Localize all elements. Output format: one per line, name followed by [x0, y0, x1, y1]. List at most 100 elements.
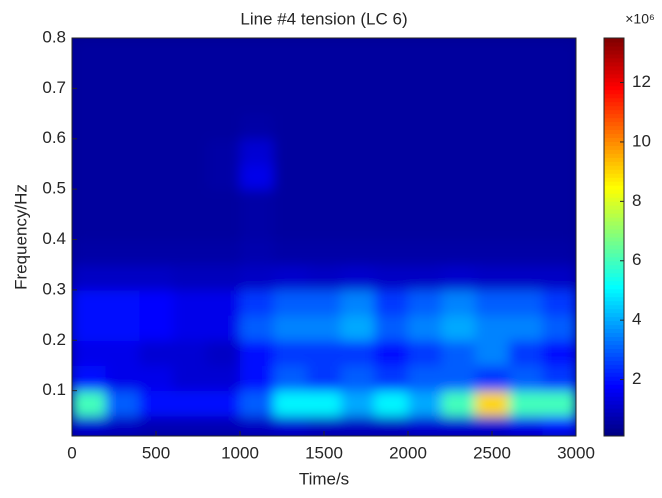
colorbar-step — [604, 41, 624, 47]
heatmap-cell — [508, 390, 543, 417]
heatmap-cell — [206, 365, 241, 392]
heatmap-cell — [307, 189, 342, 215]
heatmap-cell — [273, 138, 308, 165]
colorbar-step — [604, 328, 624, 334]
heatmap-cell — [139, 189, 174, 215]
heatmap-cell — [139, 63, 174, 89]
heatmap-cell — [240, 214, 275, 241]
colorbar-step — [604, 276, 624, 282]
colorbar-step — [604, 38, 624, 43]
heatmap-cell — [307, 289, 342, 316]
heatmap-cell — [273, 63, 308, 89]
colorbar-step — [604, 89, 624, 95]
heatmap-cell — [172, 214, 207, 241]
heatmap-cell — [508, 214, 543, 241]
colorbar-step — [604, 93, 624, 99]
heatmap-cell — [206, 214, 241, 241]
y-tick-label: 0.5 — [42, 179, 66, 198]
heatmap-cell — [273, 415, 308, 436]
heatmap-cell — [441, 163, 476, 190]
heatmap-cell — [273, 390, 308, 417]
heatmap-cell — [542, 38, 576, 64]
colorbar-step — [604, 121, 624, 127]
y-axis-label: Frequency/Hz — [11, 184, 30, 290]
heatmap-cell — [172, 264, 207, 291]
heatmap-cell — [72, 365, 107, 392]
heatmap-cell — [105, 38, 140, 64]
colorbar-step — [604, 272, 624, 278]
heatmap-cell — [508, 138, 543, 165]
heatmap-cell — [206, 264, 241, 291]
colorbar-step — [604, 428, 624, 433]
heatmap-cell — [307, 38, 342, 64]
colorbar-step — [604, 97, 624, 103]
x-tick-label: 3000 — [557, 443, 595, 462]
colorbar-step — [604, 296, 624, 302]
heatmap-cell — [374, 415, 409, 436]
colorbar-step — [604, 57, 624, 63]
heatmap-cell — [408, 289, 443, 316]
heatmap-cell — [105, 340, 140, 366]
heatmap-cell — [441, 214, 476, 241]
colorbar-step — [604, 69, 624, 75]
heatmap-cell — [240, 163, 275, 190]
heatmap-cell — [475, 415, 510, 436]
colorbar-step — [604, 77, 624, 83]
heatmap-cell — [542, 340, 576, 366]
heatmap-cell — [340, 340, 375, 366]
heatmap-cell — [105, 264, 140, 291]
heatmap-cell — [172, 239, 207, 266]
heatmap-cell — [240, 113, 275, 140]
heatmap-cell — [408, 113, 443, 140]
heatmap-cell — [72, 239, 107, 266]
colorbar-step — [604, 229, 624, 234]
colorbar-step — [604, 268, 624, 274]
heatmap-cell — [172, 38, 207, 64]
heatmap-cell — [240, 264, 275, 291]
heatmap-cell — [340, 415, 375, 436]
colorbar-step — [604, 304, 624, 310]
x-tick-label: 1500 — [305, 443, 343, 462]
x-tick-label: 1000 — [221, 443, 259, 462]
heatmap-cell — [105, 113, 140, 140]
heatmap-cell — [374, 113, 409, 140]
colorbar-step — [604, 217, 624, 222]
colorbar-step — [604, 396, 624, 401]
colorbar-frame — [603, 37, 625, 437]
heatmap-cell — [307, 415, 342, 436]
heatmap-cell — [105, 289, 140, 316]
heatmap-cell — [374, 189, 409, 215]
heatmap-cell — [508, 163, 543, 190]
heatmap-cell — [273, 113, 308, 140]
heatmap-cell — [340, 38, 375, 64]
heatmap-cell — [240, 289, 275, 316]
heatmap-cell — [542, 189, 576, 215]
colorbar-step — [604, 237, 624, 242]
colorbar — [604, 38, 624, 437]
heatmap-cell — [374, 163, 409, 190]
heatmap-cell — [408, 315, 443, 341]
colorbar-step — [604, 260, 624, 266]
heatmap-cell — [508, 38, 543, 64]
colorbar-step — [604, 61, 624, 67]
colorbar-step — [604, 384, 624, 389]
colorbar-step — [604, 133, 624, 138]
colorbar-step — [604, 324, 624, 330]
heatmap-cell — [374, 88, 409, 115]
colorbar-step — [604, 412, 624, 417]
heatmap-cell — [172, 189, 207, 215]
heatmap-cell — [340, 365, 375, 392]
colorbar-step — [604, 225, 624, 230]
heatmap-cell — [408, 163, 443, 190]
heatmap-cell — [542, 390, 576, 417]
heatmap-cell — [206, 38, 241, 64]
y-tick-label: 0.7 — [42, 78, 66, 97]
heatmap-cell — [441, 415, 476, 436]
heatmap-cell — [240, 340, 275, 366]
heatmap-cell — [441, 289, 476, 316]
heatmap-cell — [475, 315, 510, 341]
heatmap-cell — [273, 163, 308, 190]
heatmap-cell — [508, 340, 543, 366]
colorbar-step — [604, 376, 624, 381]
heatmap-cell — [172, 138, 207, 165]
